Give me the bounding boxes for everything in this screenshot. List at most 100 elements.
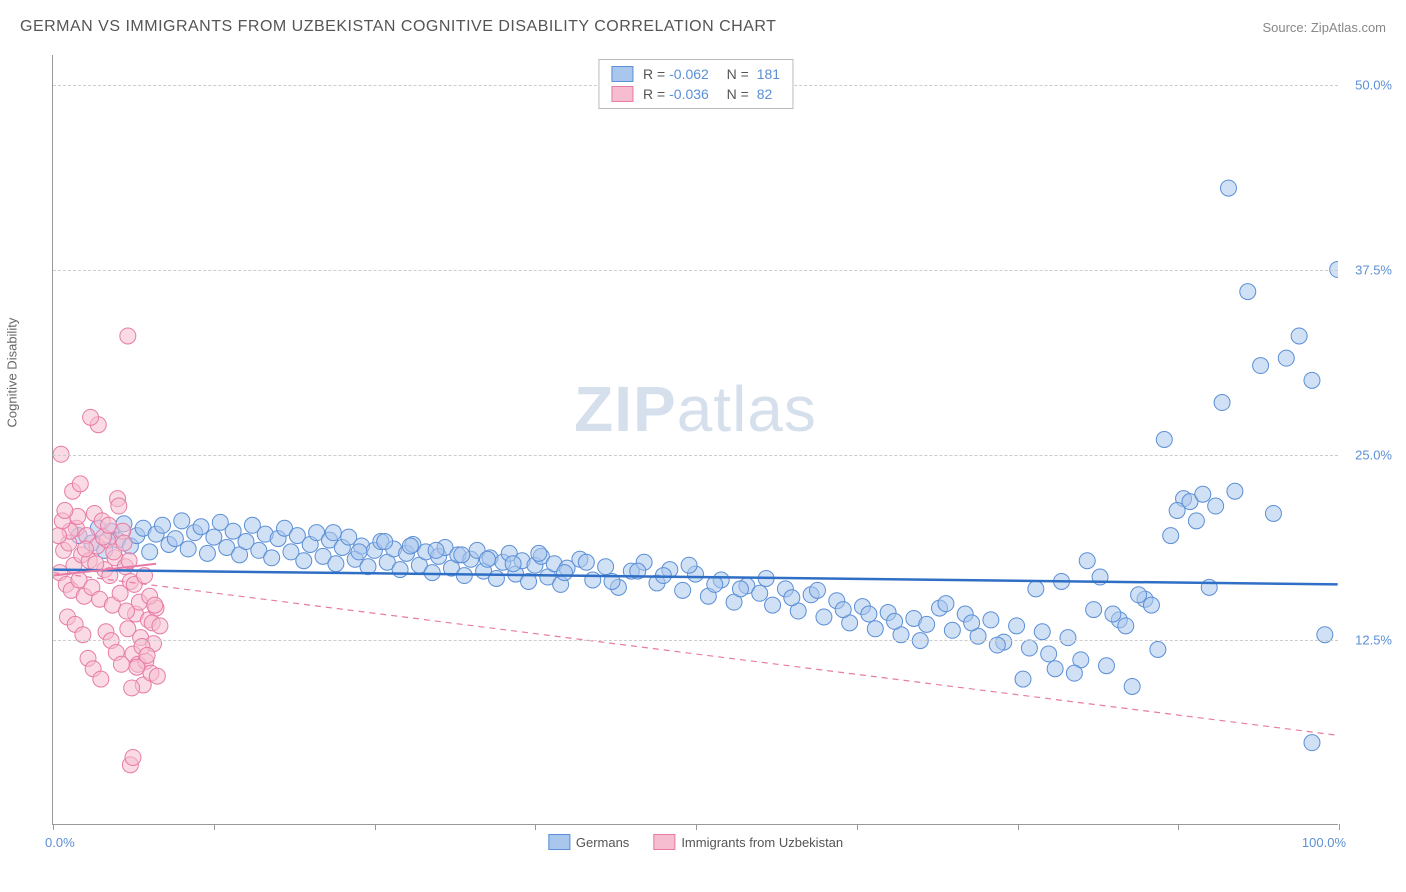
data-point bbox=[379, 554, 395, 570]
data-point bbox=[76, 588, 92, 604]
data-point bbox=[906, 610, 922, 626]
data-point bbox=[93, 671, 109, 687]
data-point bbox=[354, 538, 370, 554]
data-point bbox=[1092, 569, 1108, 585]
data-point bbox=[1163, 528, 1179, 544]
data-point bbox=[816, 609, 832, 625]
data-point bbox=[527, 557, 543, 573]
watermark-bold: ZIP bbox=[574, 373, 677, 445]
data-point bbox=[315, 548, 331, 564]
data-point bbox=[84, 579, 100, 595]
data-point bbox=[1253, 358, 1269, 374]
data-point bbox=[533, 548, 549, 564]
data-point bbox=[97, 562, 113, 578]
data-point bbox=[152, 618, 168, 634]
data-point bbox=[964, 615, 980, 631]
x-tick bbox=[696, 824, 697, 830]
data-point bbox=[1073, 652, 1089, 668]
data-point bbox=[130, 656, 146, 672]
data-point bbox=[662, 562, 678, 578]
y-tick-label: 12.5% bbox=[1355, 632, 1392, 647]
data-point bbox=[1265, 505, 1281, 521]
data-point bbox=[321, 532, 337, 548]
data-point bbox=[887, 613, 903, 629]
data-point bbox=[283, 544, 299, 560]
data-point bbox=[174, 513, 190, 529]
data-point bbox=[122, 538, 138, 554]
data-point bbox=[1118, 618, 1134, 634]
data-point bbox=[143, 665, 159, 681]
data-point bbox=[482, 550, 498, 566]
data-point bbox=[559, 560, 575, 576]
data-point bbox=[67, 616, 83, 632]
gridline bbox=[53, 270, 1338, 271]
data-point bbox=[418, 544, 434, 560]
data-point bbox=[835, 602, 851, 618]
data-point bbox=[120, 328, 136, 344]
x-tick bbox=[375, 824, 376, 830]
data-point bbox=[79, 528, 95, 544]
data-point bbox=[829, 593, 845, 609]
data-point bbox=[289, 528, 305, 544]
data-point bbox=[122, 573, 138, 589]
data-point bbox=[531, 545, 547, 561]
data-point bbox=[405, 537, 421, 553]
data-point bbox=[74, 547, 90, 563]
data-point bbox=[1015, 671, 1031, 687]
data-point bbox=[1086, 602, 1102, 618]
data-point bbox=[155, 517, 171, 533]
watermark-rest: atlas bbox=[677, 373, 817, 445]
data-point bbox=[86, 505, 102, 521]
data-point bbox=[1060, 630, 1076, 646]
legend-stat-row: R =-0.062 N = 181 bbox=[611, 64, 780, 84]
data-point bbox=[95, 529, 111, 545]
data-point bbox=[142, 544, 158, 560]
data-point bbox=[854, 599, 870, 615]
y-tick-label: 37.5% bbox=[1355, 262, 1392, 277]
chart-title: GERMAN VS IMMIGRANTS FROM UZBEKISTAN COG… bbox=[20, 18, 776, 36]
data-point bbox=[1098, 658, 1114, 674]
data-point bbox=[1021, 640, 1037, 656]
data-point bbox=[479, 551, 495, 567]
data-point bbox=[309, 525, 325, 541]
data-point bbox=[111, 498, 127, 514]
data-point bbox=[135, 677, 151, 693]
data-point bbox=[187, 525, 203, 541]
y-axis-label: Cognitive Disability bbox=[5, 318, 20, 428]
data-point bbox=[790, 603, 806, 619]
data-point bbox=[144, 615, 160, 631]
x-tick bbox=[535, 824, 536, 830]
data-point bbox=[681, 557, 697, 573]
data-point bbox=[373, 534, 389, 550]
data-point bbox=[1208, 498, 1224, 514]
legend-series: GermansImmigrants from Uzbekistan bbox=[548, 834, 843, 850]
chart-header: GERMAN VS IMMIGRANTS FROM UZBEKISTAN COG… bbox=[0, 0, 1406, 44]
data-point bbox=[81, 553, 97, 569]
data-point bbox=[131, 594, 147, 610]
data-point bbox=[122, 757, 138, 773]
data-point bbox=[53, 565, 68, 581]
data-point bbox=[57, 502, 73, 518]
data-point bbox=[765, 597, 781, 613]
data-point bbox=[104, 597, 120, 613]
data-point bbox=[508, 566, 524, 582]
data-point bbox=[244, 517, 260, 533]
data-point bbox=[366, 542, 382, 558]
y-tick-label: 50.0% bbox=[1355, 77, 1392, 92]
x-axis-label-max: 100.0% bbox=[1302, 835, 1346, 850]
data-point bbox=[919, 616, 935, 632]
data-point bbox=[572, 551, 588, 567]
data-point bbox=[125, 646, 141, 662]
data-point bbox=[739, 578, 755, 594]
legend-n: N = 82 bbox=[719, 86, 772, 102]
data-point bbox=[688, 566, 704, 582]
x-tick bbox=[53, 824, 54, 830]
data-point bbox=[124, 680, 140, 696]
data-point bbox=[505, 556, 521, 572]
data-point bbox=[325, 525, 341, 541]
legend-swatch bbox=[611, 66, 633, 82]
data-point bbox=[97, 542, 113, 558]
data-point bbox=[149, 668, 165, 684]
data-point bbox=[61, 535, 77, 551]
data-point bbox=[129, 659, 145, 675]
